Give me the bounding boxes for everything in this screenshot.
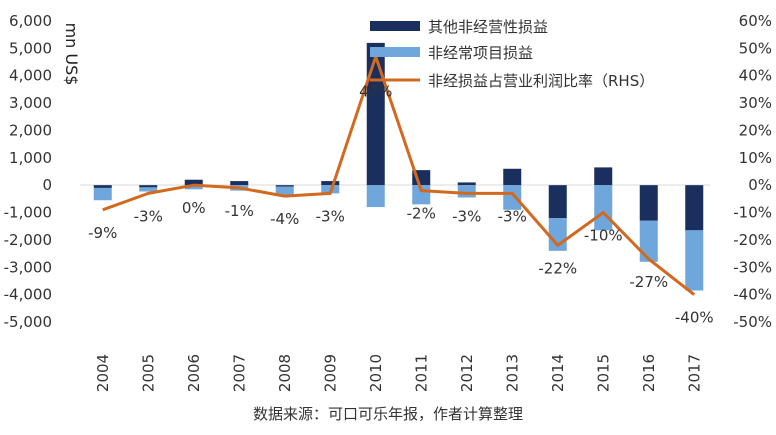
y2-tick-label: 0% bbox=[748, 176, 772, 194]
bars bbox=[93, 42, 704, 291]
legend-label-nonrecurring: 非经常项目损益 bbox=[428, 44, 533, 62]
category-label: 2013 bbox=[503, 354, 521, 392]
y-tick-label: -3,000 bbox=[4, 258, 52, 276]
bar-other bbox=[685, 185, 704, 231]
category-label: 2005 bbox=[139, 354, 157, 392]
category-label: 2017 bbox=[685, 354, 703, 392]
data-labels: -9% -3% 0% -1% -4% -3% 47% -2% -3% -3% -22% -10% -27… bbox=[88, 83, 713, 327]
category-label: 2008 bbox=[276, 354, 294, 392]
bar-nonrecurring bbox=[685, 230, 704, 291]
bar-nonrecurring bbox=[184, 185, 203, 190]
bar-nonrecurring bbox=[366, 185, 385, 208]
left-axis: 6,000 5,000 4,000 3,000 2,000 1,000 0 -1,000 -2,… bbox=[4, 12, 52, 331]
bar-other bbox=[321, 181, 340, 186]
legend-swatch-other bbox=[370, 21, 420, 31]
ratio-data-label: -3% bbox=[134, 207, 163, 225]
y2-tick-label: -20% bbox=[733, 231, 772, 249]
source-note: 数据来源：可口可乐年报，作者计算整理 bbox=[252, 405, 523, 423]
y-tick-label: 1,000 bbox=[9, 149, 52, 167]
category-label: 2014 bbox=[549, 354, 567, 392]
ratio-data-label: -22% bbox=[538, 259, 577, 277]
y2-tick-label: -50% bbox=[733, 313, 772, 331]
bar-nonrecurring bbox=[503, 185, 522, 210]
bar-other bbox=[184, 179, 203, 186]
category-label: 2007 bbox=[230, 354, 248, 392]
ratio-data-label: 0% bbox=[182, 199, 206, 217]
category-label: 2009 bbox=[321, 354, 339, 392]
bar-nonrecurring bbox=[594, 185, 613, 231]
legend-swatch-nonrecurring bbox=[370, 47, 420, 57]
y2-tick-label: -30% bbox=[733, 258, 772, 276]
ratio-data-label: -9% bbox=[88, 224, 117, 242]
ratio-line bbox=[102, 55, 696, 296]
right-axis: 60% 50% 40% 30% 20% 10% 0% -10% -20% -30% -40% -50% bbox=[733, 12, 772, 331]
bar-other bbox=[594, 167, 613, 186]
y-tick-label: 3,000 bbox=[9, 94, 52, 112]
y2-tick-label: 30% bbox=[739, 94, 772, 112]
y-tick-label: -5,000 bbox=[4, 313, 52, 331]
y2-tick-label: 60% bbox=[739, 12, 772, 30]
y-tick-label: 2,000 bbox=[9, 121, 52, 139]
y2-tick-label: 50% bbox=[739, 39, 772, 57]
line-series bbox=[102, 55, 696, 296]
ratio-data-label: -27% bbox=[629, 273, 668, 291]
y2-tick-label: 20% bbox=[739, 121, 772, 139]
category-label: 2006 bbox=[185, 354, 203, 392]
ratio-data-label: -1% bbox=[225, 202, 254, 220]
bar-nonrecurring bbox=[639, 220, 658, 262]
bar-other bbox=[503, 168, 522, 186]
category-label: 2004 bbox=[94, 354, 112, 392]
y-tick-label: 5,000 bbox=[9, 39, 52, 57]
bar-other bbox=[93, 185, 112, 188]
y2-tick-label: -10% bbox=[733, 204, 772, 222]
bar-other bbox=[139, 185, 158, 188]
y2-tick-label: 10% bbox=[739, 149, 772, 167]
legend-label-other: 其他非经营性损益 bbox=[428, 18, 548, 36]
y-tick-label: 4,000 bbox=[9, 67, 52, 85]
bar-nonrecurring bbox=[457, 185, 476, 198]
legend: 其他非经营性损益 非经常项目损益 非经损益占营业利润比率（RHS） bbox=[370, 18, 654, 90]
category-label: 2012 bbox=[458, 354, 476, 392]
bar-nonrecurring bbox=[139, 187, 158, 192]
category-label: 2010 bbox=[367, 354, 385, 392]
bar-other bbox=[457, 182, 476, 186]
bar-other bbox=[639, 185, 658, 221]
ratio-data-label: -3% bbox=[316, 207, 345, 225]
ratio-data-label: -10% bbox=[584, 227, 623, 245]
y2-tick-label: -40% bbox=[733, 286, 772, 304]
bar-other bbox=[548, 185, 567, 219]
y-tick-label: -2,000 bbox=[4, 231, 52, 249]
y-tick-label: 0 bbox=[42, 176, 52, 194]
ratio-data-label: -3% bbox=[498, 207, 527, 225]
bar-nonrecurring bbox=[93, 187, 112, 201]
legend-label-ratio: 非经损益占营业利润比率（RHS） bbox=[428, 72, 654, 90]
category-label: 2016 bbox=[640, 354, 658, 392]
y-tick-label: 6,000 bbox=[9, 12, 52, 30]
y-axis-label: mn US$ bbox=[62, 23, 81, 86]
bar-other bbox=[275, 185, 294, 187]
ratio-data-label: -4% bbox=[270, 210, 299, 228]
bar-other bbox=[366, 42, 385, 186]
bar-nonrecurring bbox=[275, 186, 294, 195]
y-tick-label: -1,000 bbox=[4, 204, 52, 222]
y-tick-label: -4,000 bbox=[4, 286, 52, 304]
category-axis: 2004 2005 2006 2007 2008 2009 2010 2011 2012 2013… bbox=[94, 354, 704, 392]
ratio-data-label: -2% bbox=[407, 205, 436, 223]
bar-other bbox=[230, 181, 249, 186]
category-label: 2011 bbox=[412, 354, 430, 392]
y2-tick-label: 40% bbox=[739, 67, 772, 85]
chart: 6,000 5,000 4,000 3,000 2,000 1,000 0 -1,000 -2,… bbox=[4, 12, 772, 392]
category-label: 2015 bbox=[594, 354, 612, 392]
ratio-data-label: -3% bbox=[452, 207, 481, 225]
ratio-data-label: 47% bbox=[359, 83, 392, 101]
ratio-data-label: -40% bbox=[675, 309, 714, 327]
